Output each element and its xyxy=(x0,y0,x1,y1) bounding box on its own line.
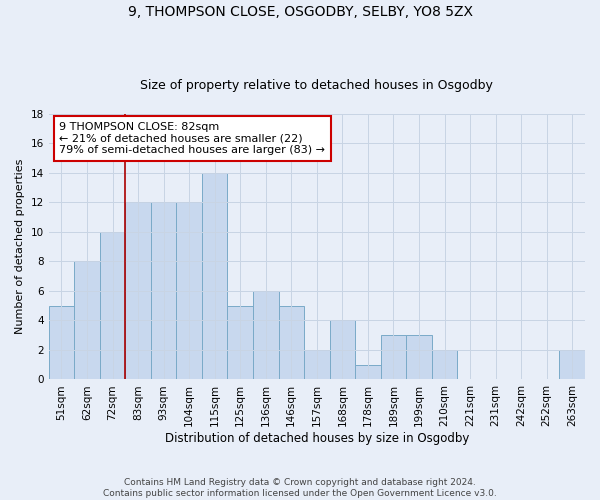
Bar xyxy=(100,232,125,380)
X-axis label: Distribution of detached houses by size in Osgodby: Distribution of detached houses by size … xyxy=(164,432,469,445)
Bar xyxy=(253,291,278,380)
Bar xyxy=(432,350,457,380)
Bar xyxy=(125,202,151,380)
Bar xyxy=(49,306,74,380)
Bar xyxy=(151,202,176,380)
Bar xyxy=(278,306,304,380)
Bar xyxy=(74,262,100,380)
Text: Contains HM Land Registry data © Crown copyright and database right 2024.
Contai: Contains HM Land Registry data © Crown c… xyxy=(103,478,497,498)
Bar xyxy=(227,306,253,380)
Bar xyxy=(176,202,202,380)
Bar xyxy=(380,335,406,380)
Bar xyxy=(329,320,355,380)
Y-axis label: Number of detached properties: Number of detached properties xyxy=(15,159,25,334)
Bar xyxy=(304,350,329,380)
Bar xyxy=(202,173,227,380)
Bar xyxy=(406,335,432,380)
Title: Size of property relative to detached houses in Osgodby: Size of property relative to detached ho… xyxy=(140,79,493,92)
Bar xyxy=(559,350,585,380)
Text: 9 THOMPSON CLOSE: 82sqm
← 21% of detached houses are smaller (22)
79% of semi-de: 9 THOMPSON CLOSE: 82sqm ← 21% of detache… xyxy=(59,122,325,155)
Bar xyxy=(355,364,380,380)
Text: 9, THOMPSON CLOSE, OSGODBY, SELBY, YO8 5ZX: 9, THOMPSON CLOSE, OSGODBY, SELBY, YO8 5… xyxy=(128,5,473,19)
